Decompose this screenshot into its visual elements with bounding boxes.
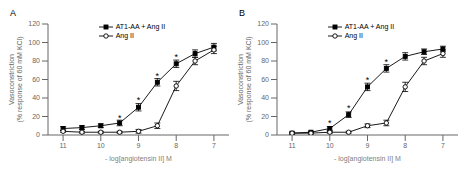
svg-text:*: *: [385, 57, 389, 67]
svg-text:7: 7: [441, 142, 445, 149]
html-text:Ang II: Ang II: [344, 32, 363, 39]
html-text:A: A: [10, 8, 16, 18]
svg-text:9: 9: [366, 142, 370, 149]
svg-text:60: 60: [32, 76, 40, 83]
svg-text:11: 11: [288, 142, 295, 149]
html-text:Ang II: Ang II: [115, 32, 134, 39]
svg-text:*: *: [328, 118, 332, 128]
svg-text:20: 20: [32, 113, 40, 120]
svg-text:40: 40: [32, 94, 40, 101]
svg-text:8: 8: [403, 142, 407, 149]
svg-text:100: 100: [28, 39, 40, 46]
svg-text:10: 10: [326, 142, 334, 149]
svg-text:120: 120: [257, 20, 269, 27]
svg-text:60: 60: [261, 76, 269, 83]
svg-text:80: 80: [32, 57, 40, 64]
svg-text:10: 10: [97, 142, 105, 149]
svg-text:- log[angiotensin II] M: - log[angiotensin II] M: [105, 155, 172, 163]
html-text:B: B: [239, 8, 245, 18]
svg-text:8: 8: [174, 142, 178, 149]
svg-text:20: 20: [261, 113, 269, 120]
svg-text:*: *: [137, 95, 141, 105]
svg-text:7: 7: [212, 142, 216, 149]
svg-text:*: *: [174, 52, 178, 62]
svg-text:Vasoconstriction(% response of: Vasoconstriction(% response of 60 mM KCl…: [8, 37, 24, 123]
svg-text:*: *: [118, 113, 122, 123]
svg-text:0: 0: [265, 131, 269, 138]
svg-text:*: *: [366, 75, 370, 85]
svg-text:*: *: [347, 103, 351, 113]
svg-text:11: 11: [59, 142, 66, 149]
svg-text:0: 0: [36, 131, 40, 138]
svg-text:40: 40: [261, 94, 269, 101]
html-text:AT1-AA + Ang II: AT1-AA + Ang II: [344, 23, 395, 30]
svg-text:- log[angiotensin II] M: - log[angiotensin II] M: [334, 155, 401, 163]
svg-text:120: 120: [28, 20, 40, 27]
svg-text:*: *: [156, 71, 160, 81]
svg-text:9: 9: [137, 142, 141, 149]
svg-text:100: 100: [257, 39, 269, 46]
svg-text:Vasoconstriction(% response of: Vasoconstriction(% response of 60 mM KCl…: [237, 37, 253, 123]
html-text:AT1-AA + Ang II: AT1-AA + Ang II: [115, 23, 166, 30]
svg-text:80: 80: [261, 57, 269, 64]
